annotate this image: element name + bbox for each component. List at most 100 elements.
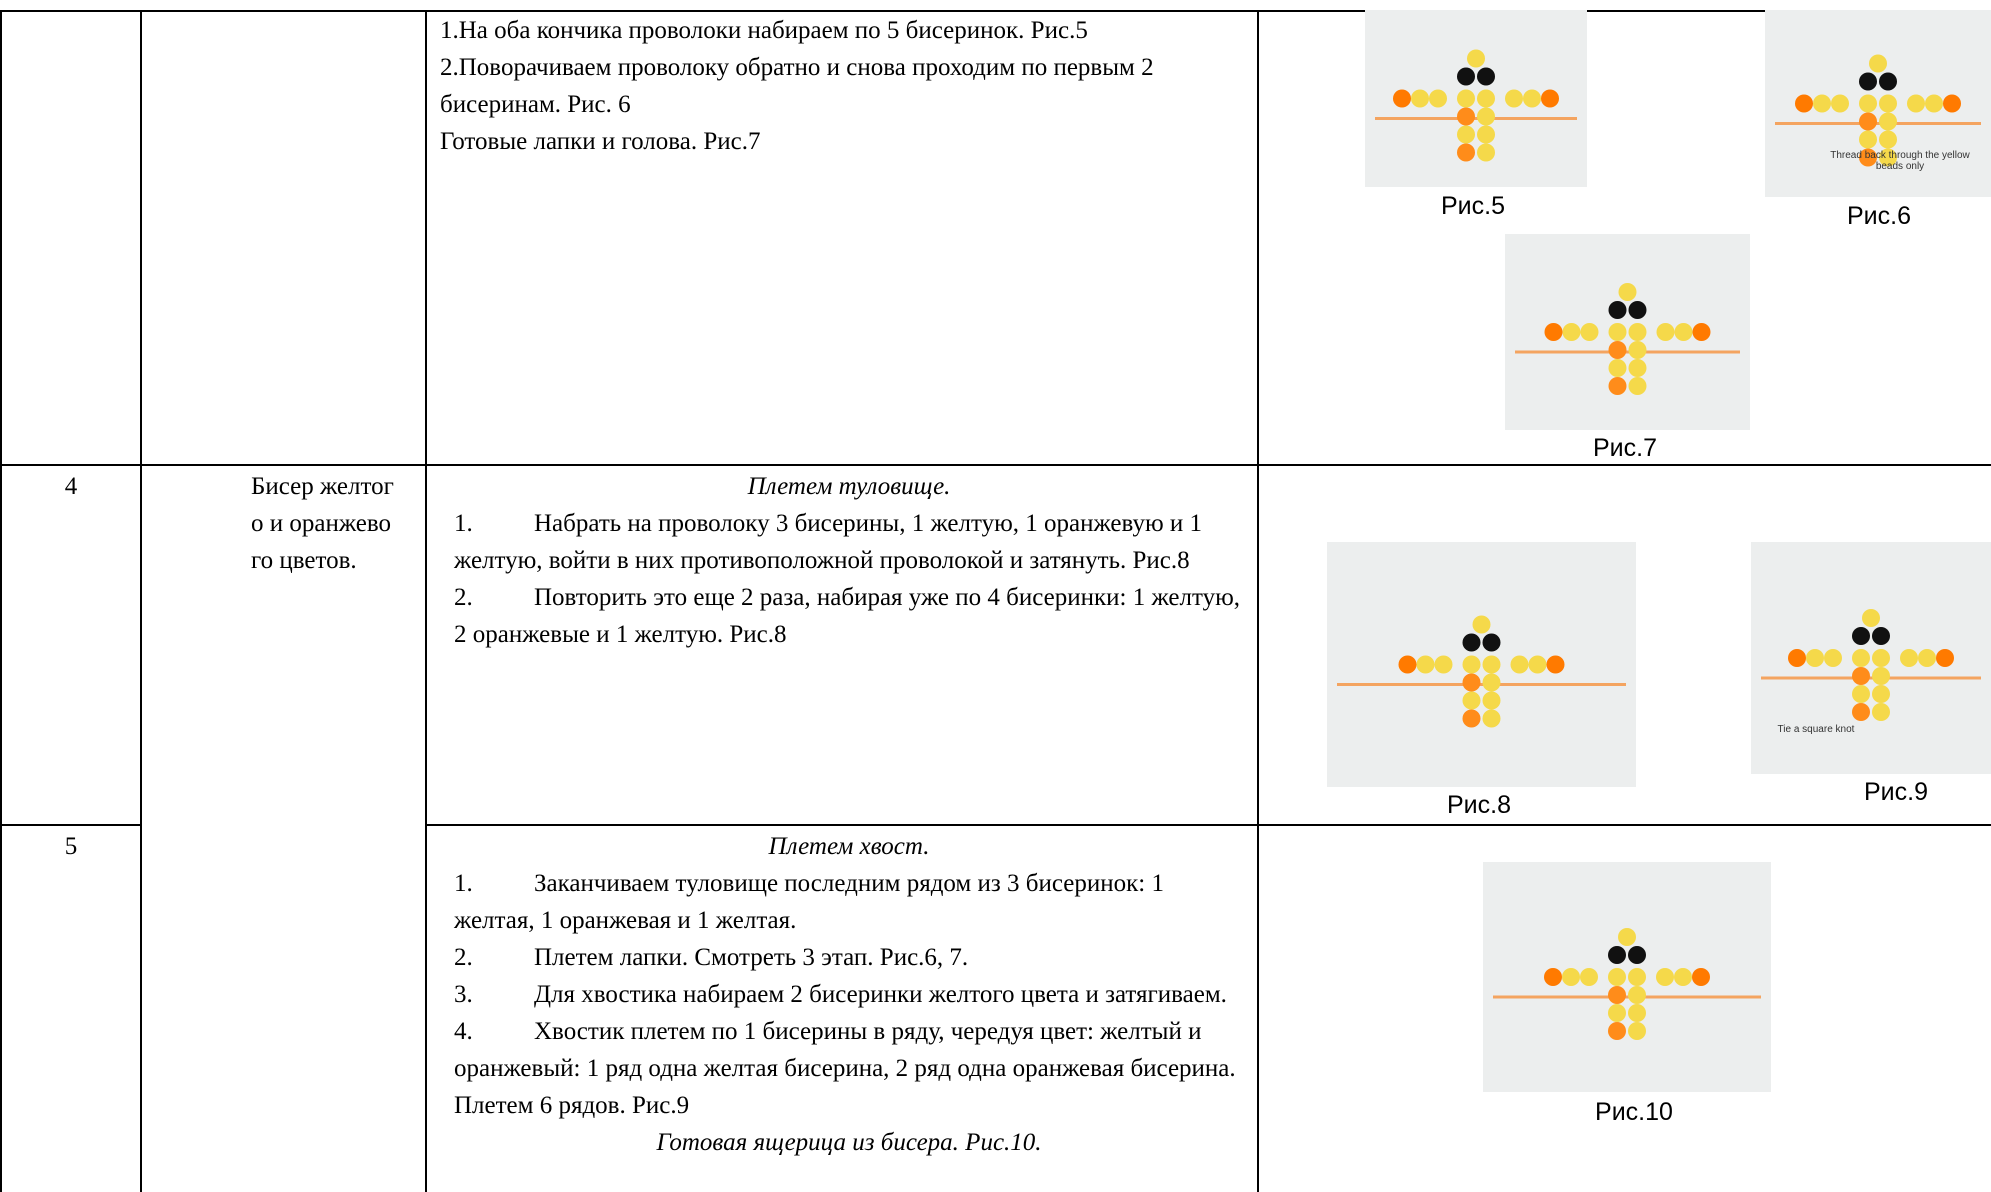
illustration <box>1761 609 1981 721</box>
bead <box>1462 691 1481 710</box>
bead <box>1936 649 1954 667</box>
bead <box>1544 323 1563 341</box>
caption: Рис.7 <box>1593 434 1657 462</box>
bead <box>1562 968 1580 986</box>
bead <box>1872 627 1890 645</box>
step-text: Хвостик плетем по 1 бисерины в ряду, чер… <box>454 1018 1236 1119</box>
step-number: 3. <box>454 981 473 1008</box>
bead <box>1457 107 1475 126</box>
bead <box>1562 323 1581 341</box>
border <box>0 10 1991 12</box>
image-text: Thread back through the yellow beads onl… <box>1830 150 1970 172</box>
border <box>140 10 142 1192</box>
bead <box>1546 655 1565 674</box>
figure-image <box>1327 542 1636 787</box>
step-number: 1. <box>454 870 473 897</box>
bead <box>1608 1004 1626 1022</box>
bead <box>1918 649 1936 667</box>
bead <box>1608 986 1626 1004</box>
bead <box>1482 633 1501 652</box>
border <box>0 824 140 826</box>
bead <box>1628 946 1646 964</box>
bead <box>1608 359 1627 377</box>
bead <box>1393 89 1411 108</box>
step: 2.Поворачиваем проволоку обратно и снова… <box>440 54 1154 118</box>
border <box>0 10 2 1192</box>
bead <box>1472 615 1491 634</box>
bead <box>1852 703 1870 721</box>
caption: Рис.10 <box>1595 1098 1673 1126</box>
bead <box>1618 283 1637 301</box>
step: Готовые лапки и голова. Рис.7 <box>440 128 761 155</box>
step-text: Для хвостика набираем 2 бисеринки желтог… <box>534 981 1227 1008</box>
heading: Плетем хвост. <box>768 833 930 860</box>
bead <box>1852 627 1870 645</box>
bead <box>1788 649 1806 667</box>
bead <box>1544 968 1562 986</box>
illustration <box>1375 49 1577 162</box>
bead <box>1852 685 1870 703</box>
bead <box>1608 1022 1626 1040</box>
bead <box>1462 709 1481 728</box>
step: 4. Хвостик плетем по 1 бисерины в ряду, ч… <box>454 1013 1244 1124</box>
caption: Рис.8 <box>1447 791 1511 819</box>
bead <box>1510 655 1529 674</box>
caption: Рис.9 <box>1864 778 1928 806</box>
bead <box>1692 968 1710 986</box>
bead <box>1482 709 1501 728</box>
bead <box>1462 655 1481 674</box>
step: 1. Набрать на проволоку 3 бисерины, 1 жел… <box>454 505 1244 579</box>
bead <box>1541 89 1559 108</box>
step: 2. Повторить это еще 2 раза, набирая уже … <box>454 579 1244 653</box>
bead <box>1457 67 1475 86</box>
bead <box>1656 968 1674 986</box>
bead <box>1434 655 1453 674</box>
bead <box>1869 54 1887 73</box>
bead <box>1608 377 1627 395</box>
step: 1.На оба кончика проволоки набираем по 5… <box>440 17 1088 44</box>
bead <box>1628 377 1647 395</box>
step: 1. Заканчиваем туловище последним рядом и… <box>454 865 1244 939</box>
bead <box>1477 107 1495 126</box>
bead <box>1528 655 1547 674</box>
bead <box>1457 125 1475 144</box>
bead <box>1879 94 1897 113</box>
bead <box>1872 649 1890 667</box>
bead <box>1872 685 1890 703</box>
bead <box>1505 89 1523 108</box>
bead <box>1608 323 1627 341</box>
bead <box>1477 143 1495 162</box>
bead <box>1482 691 1501 710</box>
bead <box>1628 1004 1646 1022</box>
bead <box>1608 301 1627 319</box>
border <box>425 10 427 1192</box>
bead <box>1879 148 1897 167</box>
bead <box>1482 673 1501 692</box>
bead <box>1628 341 1647 359</box>
bead <box>1608 341 1627 359</box>
bead <box>1795 94 1813 113</box>
figure-image <box>1483 862 1771 1092</box>
bead <box>1477 67 1495 86</box>
figure-image <box>1505 234 1750 430</box>
step: 3. Для хвостика набираем 2 бисеринки желт… <box>454 976 1244 1013</box>
bead <box>1411 89 1429 108</box>
bead <box>1852 667 1870 685</box>
bead <box>1674 968 1692 986</box>
illustration <box>1515 283 1740 395</box>
bead <box>1457 89 1475 108</box>
row-number: 5 <box>64 833 78 860</box>
step: 2. Плетем лапки. Смотреть 3 этап. Рис.6, … <box>454 939 1244 976</box>
bead <box>1462 673 1481 692</box>
bead <box>1482 655 1501 674</box>
step-number: 2. <box>454 944 473 971</box>
bead <box>1859 72 1877 91</box>
bead <box>1862 609 1880 627</box>
bead <box>1628 986 1646 1004</box>
bead <box>1692 323 1711 341</box>
bead <box>1852 649 1870 667</box>
bead <box>1628 323 1647 341</box>
bead <box>1580 323 1599 341</box>
bead <box>1879 72 1897 91</box>
row-number: 4 <box>64 473 78 500</box>
